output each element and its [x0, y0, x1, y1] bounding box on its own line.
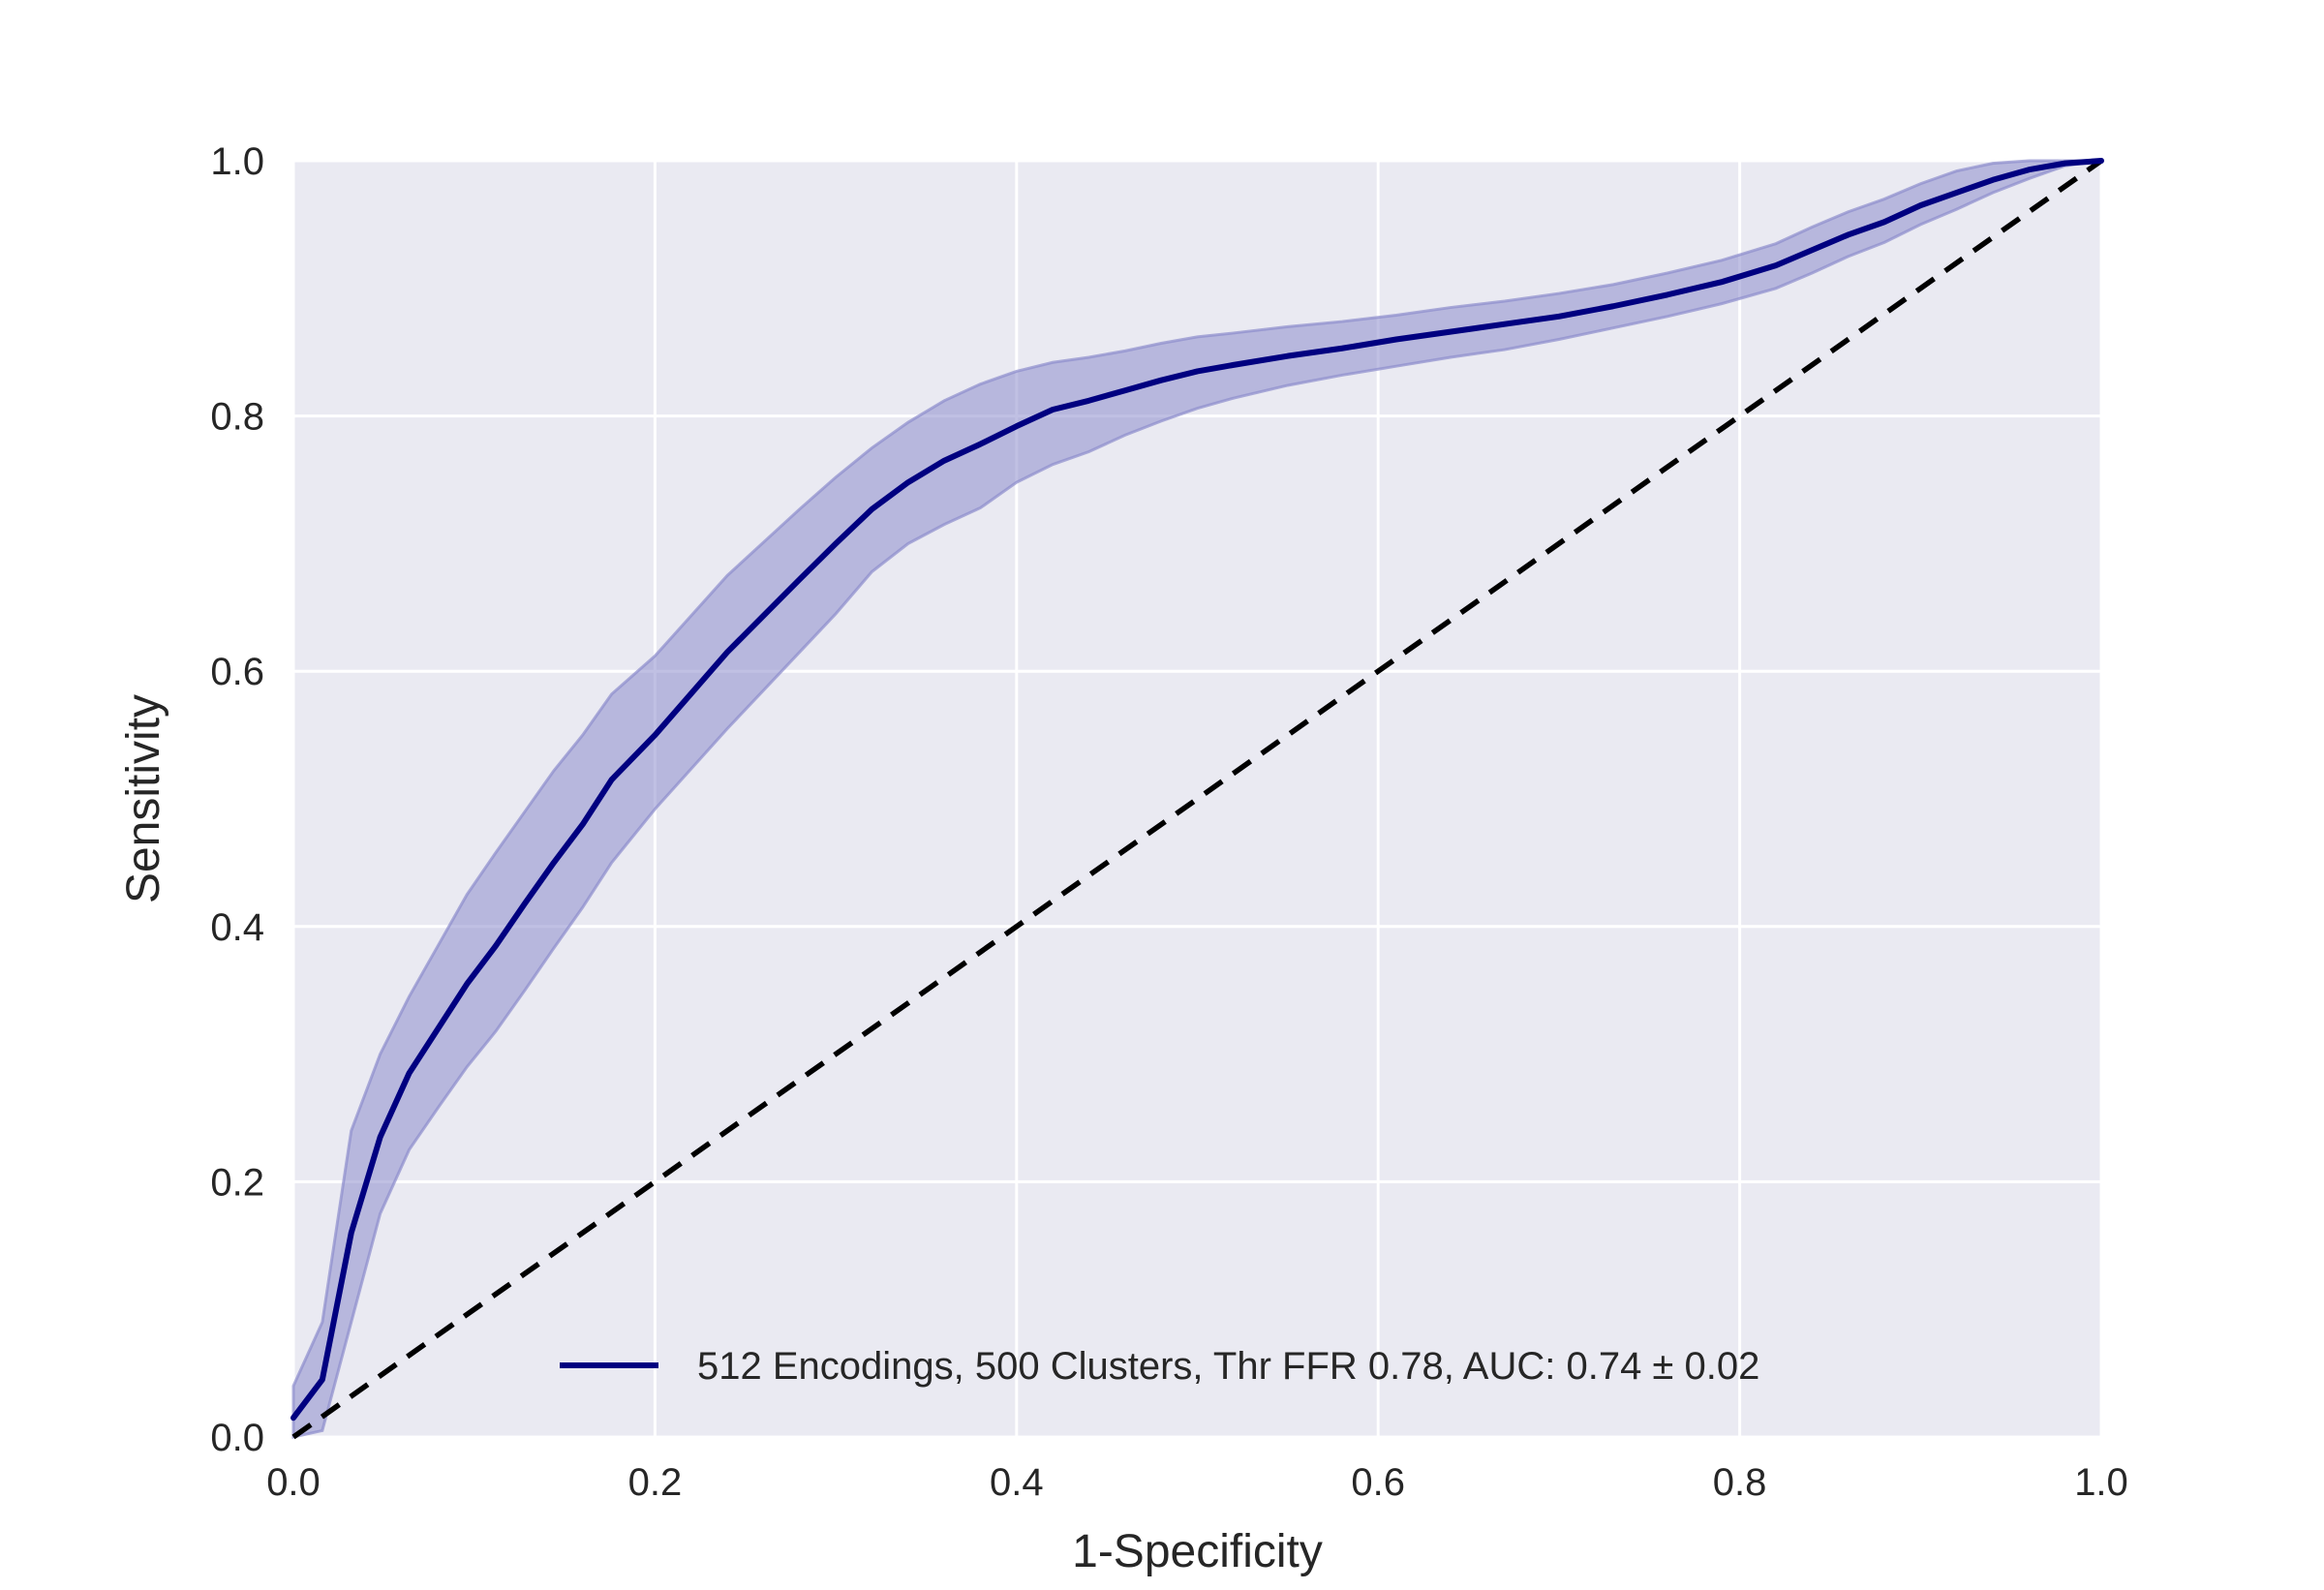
- y-tick-label: 1.0: [210, 140, 264, 183]
- x-tick-label: 0.6: [1351, 1461, 1405, 1504]
- x-tick-label: 0.0: [266, 1461, 321, 1504]
- x-tick-label: 0.4: [990, 1461, 1044, 1504]
- y-axis-label: Sensitivity: [118, 694, 169, 903]
- tick-labels: 0.0 0.2 0.4 0.6 0.8 1.0 0.0 0.2 0.4 0.6 0.8 1.0: [210, 140, 2127, 1504]
- x-axis-label: 1-Specificity: [1072, 1526, 1323, 1577]
- y-tick-label: 0.4: [210, 906, 264, 949]
- legend-entry-label: 512 Encodings, 500 Clusters, Thr FFR 0.7…: [697, 1345, 1759, 1388]
- y-tick-label: 0.6: [210, 651, 264, 693]
- x-tick-label: 0.8: [1713, 1461, 1767, 1504]
- chance-line: [291, 158, 2103, 1440]
- mean-roc-line: [290, 158, 2104, 1422]
- legend: 512 Encodings, 500 Clusters, Thr FFR 0.7…: [560, 1345, 1759, 1388]
- y-tick-label: 0.0: [210, 1417, 264, 1459]
- y-tick-label: 0.8: [210, 396, 264, 439]
- x-tick-label: 0.2: [628, 1461, 683, 1504]
- data-layer: [290, 158, 2104, 1440]
- x-tick-label: 1.0: [2074, 1461, 2128, 1504]
- y-tick-label: 0.2: [210, 1161, 264, 1204]
